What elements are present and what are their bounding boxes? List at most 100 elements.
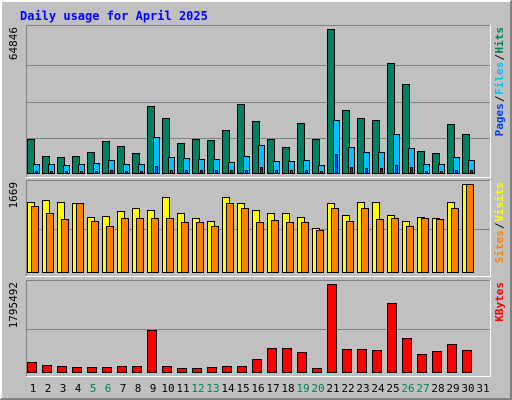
- bar-kbytes-day-6: [102, 367, 112, 373]
- bar-pages-day-2: [50, 171, 53, 174]
- bar-pages-day-28: [440, 171, 443, 174]
- x-tick-label: 25: [386, 382, 399, 395]
- x-tick-label: 10: [161, 382, 174, 395]
- bar-kbytes-day-1: [27, 362, 37, 373]
- bar-hits-day-1: [27, 139, 35, 174]
- bar-kbytes-day-22: [342, 349, 352, 373]
- bar-hits-day-27: [417, 151, 425, 174]
- bar-kbytes-day-14: [222, 366, 232, 373]
- x-axis: 1 2 3 4 5 6 7 8 9 10 11 12 13 14 15 16 17 18 19 20 21 22 23 24 2…: [30, 382, 490, 395]
- legend: KBytes: [493, 282, 506, 322]
- legend-separator: /: [493, 54, 506, 61]
- bar-hits-day-14: [222, 130, 230, 174]
- bar-hits-day-25: [387, 63, 395, 174]
- legend-hits: Hits: [493, 27, 506, 54]
- bar-pages-day-5: [95, 171, 98, 174]
- legend-files: Files: [493, 62, 506, 95]
- bar-pages-day-25: [395, 165, 398, 174]
- bar-kbytes-day-3: [57, 366, 67, 373]
- bar-pages-day-20: [320, 171, 323, 174]
- legend-sites: Sites: [493, 230, 506, 263]
- bar-hits-day-30: [462, 134, 470, 174]
- bar-pages-day-7: [125, 171, 128, 174]
- bar-hits-day-24: [372, 120, 380, 174]
- bar-kbytes-day-28: [432, 351, 442, 373]
- bar-hits-day-19: [297, 123, 305, 174]
- x-tick-label: 7: [120, 382, 127, 395]
- bar-kbytes-day-24: [372, 350, 382, 373]
- ymax-label: 64846: [7, 27, 20, 60]
- x-tick-label: 14: [221, 382, 235, 395]
- bar-hits-day-8: [132, 153, 140, 174]
- bar-hits-day-10: [162, 118, 170, 174]
- x-tick-label: 23: [356, 382, 369, 395]
- bar-hits-day-26: [402, 84, 410, 174]
- x-tick-label: 11: [176, 382, 189, 395]
- bar-pages-day-24: [380, 168, 383, 174]
- bar-pages-day-19: [305, 170, 308, 174]
- bar-sites-day-7: [121, 218, 129, 273]
- x-tick-label: 30: [461, 382, 474, 395]
- bar-hits-day-21: [327, 29, 335, 174]
- bar-sites-day-17: [271, 220, 279, 273]
- bar-pages-day-15: [245, 170, 248, 174]
- bar-hits-day-6: [102, 141, 110, 174]
- bar-sites-day-10: [166, 218, 174, 273]
- bar-pages-day-4: [80, 171, 83, 174]
- bar-kbytes-day-5: [87, 367, 97, 373]
- legend: Hits/Files/Pages: [493, 27, 506, 136]
- bar-kbytes-day-23: [357, 349, 367, 373]
- bar-pages-day-6: [110, 170, 113, 174]
- bar-sites-day-19: [301, 222, 309, 273]
- bar-kbytes-day-20: [312, 368, 322, 373]
- bar-kbytes-day-25: [387, 303, 397, 373]
- bar-kbytes-day-12: [192, 368, 202, 373]
- bar-pages-day-1: [35, 171, 38, 174]
- bar-kbytes-day-18: [282, 348, 292, 373]
- bar-sites-day-3: [61, 219, 69, 273]
- bar-hits-day-20: [312, 139, 320, 174]
- bar-sites-day-8: [136, 218, 144, 273]
- series-sites: [31, 184, 474, 273]
- bar-sites-day-27: [421, 218, 429, 273]
- bar-sites-day-24: [376, 219, 384, 273]
- bar-sites-day-26: [406, 226, 414, 273]
- bar-pages-day-11: [185, 170, 188, 174]
- bar-kbytes-day-10: [162, 366, 172, 373]
- bar-sites-day-9: [151, 218, 159, 273]
- bar-kbytes-day-30: [462, 350, 472, 373]
- bar-sites-day-25: [391, 218, 399, 273]
- bar-hits-day-13: [207, 140, 215, 174]
- bar-kbytes-day-17: [267, 348, 277, 373]
- bar-sites-day-30: [466, 184, 474, 273]
- bar-kbytes-day-27: [417, 354, 427, 373]
- x-tick-label: 19: [296, 382, 309, 395]
- bar-pages-day-9: [155, 166, 158, 174]
- bar-sites-day-18: [286, 222, 294, 273]
- x-tick-label: 22: [341, 382, 354, 395]
- ymax-label: 1795492: [7, 282, 20, 328]
- bar-kbytes-day-29: [447, 344, 457, 373]
- bar-kbytes-day-26: [402, 338, 412, 373]
- x-tick-label: 21: [326, 382, 339, 395]
- bar-hits-day-12: [192, 139, 200, 174]
- x-tick-label: 4: [75, 382, 82, 395]
- bar-sites-day-15: [241, 208, 249, 273]
- bar-pages-day-17: [275, 170, 278, 174]
- legend-separator: /: [493, 222, 506, 229]
- bar-sites-day-12: [196, 222, 204, 273]
- bar-sites-day-14: [226, 203, 234, 273]
- legend-pages: Pages: [493, 103, 506, 136]
- x-tick-label: 17: [266, 382, 279, 395]
- bar-hits-day-23: [357, 118, 365, 174]
- x-tick-label: 5: [90, 382, 97, 395]
- bar-kbytes-day-9: [147, 330, 157, 373]
- x-tick-label: 15: [236, 382, 249, 395]
- x-tick-label: 31: [476, 382, 489, 395]
- bar-sites-day-23: [361, 208, 369, 273]
- bar-kbytes-day-7: [117, 366, 127, 373]
- bar-kbytes-day-21: [327, 284, 337, 373]
- bar-kbytes-day-11: [177, 368, 187, 373]
- x-tick-label: 13: [206, 382, 219, 395]
